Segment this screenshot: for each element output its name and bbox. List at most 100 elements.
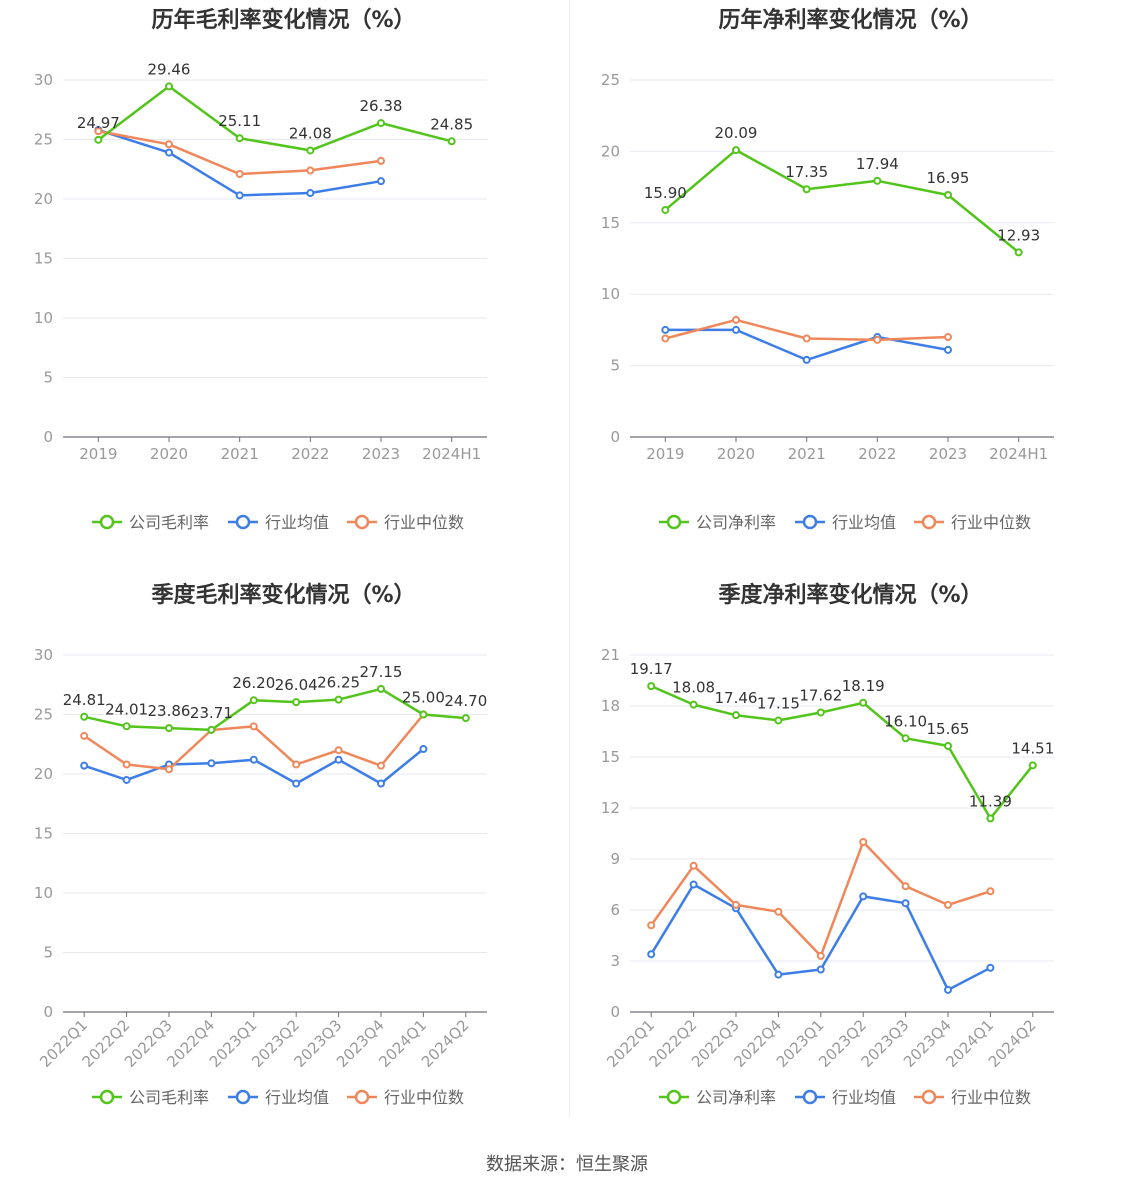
data-label: 16.95: [927, 169, 970, 187]
legend-swatch-marker: [802, 514, 818, 530]
data-point: [661, 325, 670, 334]
series-line: [664, 148, 1020, 254]
data-point: [816, 951, 825, 960]
legend-swatch-marker: [666, 1089, 682, 1105]
data-point: [901, 882, 910, 891]
legend-label[interactable]: 行业均值: [265, 513, 329, 532]
data-label: 18.19: [842, 677, 885, 695]
legend-swatch-marker: [354, 514, 370, 530]
data-point: [165, 724, 173, 733]
legend-swatch-marker: [802, 1089, 818, 1105]
series-line: [650, 684, 1034, 820]
data-label: 29.46: [148, 60, 191, 78]
data-point: [774, 907, 783, 916]
legend-label[interactable]: 行业中位数: [384, 1088, 464, 1107]
data-point: [802, 355, 811, 364]
legend-label[interactable]: 行业均值: [265, 1088, 329, 1107]
data-label: 11.39: [969, 792, 1012, 810]
data-point: [944, 345, 952, 354]
data-point: [647, 682, 656, 691]
data-point: [661, 334, 670, 343]
data-point: [292, 760, 301, 769]
legend-label[interactable]: 公司净利率: [696, 513, 776, 532]
data-point: [986, 887, 995, 896]
y-tick-label: 9: [610, 850, 620, 868]
y-tick-label: 30: [34, 71, 53, 89]
legend-swatch-marker: [235, 1089, 251, 1105]
series-line: [83, 687, 466, 732]
chart-svg: 0510152025302022Q12022Q22022Q32022Q42023…: [34, 646, 487, 1107]
y-tick-label: 18: [601, 697, 620, 715]
legend-label[interactable]: 行业中位数: [951, 513, 1031, 532]
data-point: [901, 734, 910, 743]
data-label: 24.01: [105, 700, 148, 718]
y-tick-label: 25: [34, 706, 53, 724]
data-point: [986, 963, 995, 972]
data-label: 23.86: [148, 702, 191, 720]
y-tick-label: 0: [610, 428, 620, 446]
legend-label[interactable]: 行业均值: [832, 1088, 896, 1107]
y-tick-label: 5: [43, 369, 53, 387]
legend-swatch-marker: [921, 514, 937, 530]
legend-label[interactable]: 行业中位数: [384, 513, 464, 532]
series-line: [97, 85, 453, 152]
data-label: 12.93: [997, 226, 1040, 244]
data-point: [944, 985, 952, 994]
data-label: 25.11: [218, 112, 261, 130]
legend-swatch-marker: [235, 514, 251, 530]
legend-label[interactable]: 公司净利率: [696, 1088, 776, 1107]
data-point: [207, 759, 216, 768]
data-label: 15.65: [927, 720, 970, 738]
chart-title: 历年净利率变化情况（%）: [718, 8, 983, 33]
data-point: [859, 838, 868, 846]
data-point: [732, 900, 740, 909]
data-point: [461, 714, 470, 723]
annual-gross-margin-chart: 历年毛利率变化情况（%） 0 5 10 15 20 25 30 2019 2020 2021 202…: [0, 0, 567, 575]
x-tick-label: 2020: [717, 445, 755, 463]
chart-title: 季度毛利率变化情况（%）: [151, 583, 416, 608]
data-label: 24.85: [430, 115, 473, 133]
data-point: [94, 127, 103, 136]
y-tick-label: 21: [601, 646, 620, 664]
legend-label[interactable]: 行业中位数: [951, 1088, 1031, 1107]
data-point: [235, 170, 244, 179]
data-label: 19.17: [630, 660, 673, 678]
data-point: [816, 965, 825, 974]
data-label: 16.10: [884, 712, 927, 730]
data-point: [80, 712, 89, 721]
legend-label[interactable]: 公司毛利率: [129, 513, 209, 532]
data-point: [165, 765, 173, 774]
data-point: [873, 176, 882, 185]
data-point: [944, 900, 952, 909]
data-point: [80, 761, 89, 770]
legend-label[interactable]: 行业均值: [832, 513, 896, 532]
quarterly-gross-margin-chart: 季度毛利率变化情况（%） 0 5 10 15 20 25 30 2022Q1 2022Q2 202…: [0, 575, 567, 1150]
data-label: 17.62: [799, 686, 842, 704]
data-point: [249, 696, 258, 705]
data-point: [689, 700, 698, 709]
data-label: 27.15: [360, 663, 403, 681]
data-point: [334, 755, 343, 764]
data-point: [207, 725, 216, 734]
legend-label[interactable]: 公司毛利率: [129, 1088, 209, 1107]
legend-swatch-marker: [921, 1089, 937, 1105]
data-label: 14.51: [1011, 739, 1054, 757]
y-tick-label: 10: [34, 309, 53, 327]
data-point: [165, 140, 173, 149]
data-point: [235, 134, 244, 143]
data-point: [447, 137, 456, 146]
data-point: [732, 325, 740, 334]
y-tick-label: 15: [601, 214, 620, 232]
y-tick-label: 10: [601, 285, 620, 303]
data-point: [377, 119, 385, 128]
data-point: [802, 334, 811, 343]
data-label: 24.81: [63, 691, 106, 709]
x-tick-label: 2024Q2: [985, 1016, 1040, 1071]
data-point: [419, 745, 428, 754]
data-point: [377, 684, 385, 693]
data-point: [292, 779, 301, 788]
data-point: [873, 335, 882, 344]
data-point: [306, 189, 315, 198]
legend-swatch-marker: [354, 1089, 370, 1105]
panel-divider: [569, 0, 570, 1118]
